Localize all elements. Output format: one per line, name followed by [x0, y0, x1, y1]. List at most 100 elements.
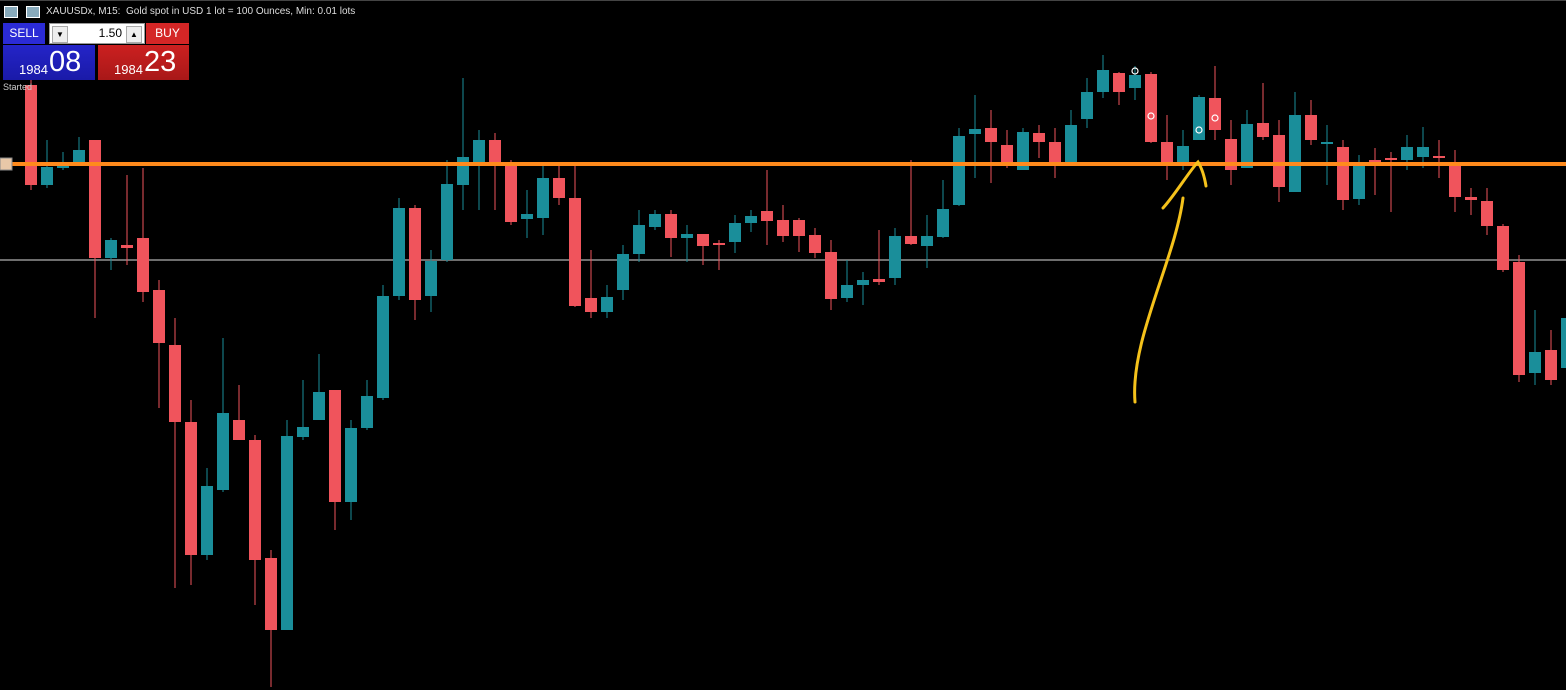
ask-price[interactable]: 1984 23: [98, 45, 189, 80]
candle-body: [1481, 201, 1493, 226]
candle-body: [425, 261, 437, 296]
candle-body: [41, 167, 53, 185]
chart-icon[interactable]: [26, 6, 40, 18]
candle-body: [329, 390, 341, 502]
candle-body: [361, 396, 373, 428]
candle-body: [665, 214, 677, 238]
candle-body: [313, 392, 325, 420]
candle-body: [377, 296, 389, 398]
drawn-arrow: [1133, 159, 1208, 404]
candle-body: [809, 235, 821, 253]
candle-body: [745, 216, 757, 223]
menu-icon[interactable]: [4, 6, 18, 18]
candle-body: [1353, 163, 1365, 199]
candle-body: [841, 285, 853, 298]
volume-up[interactable]: ▲: [126, 26, 142, 43]
candle-body: [825, 252, 837, 299]
candle-body: [249, 440, 261, 560]
candle-body: [1129, 75, 1141, 88]
candle-body: [393, 208, 405, 296]
candle-body: [729, 223, 741, 242]
candle-body: [473, 140, 485, 165]
candle-body: [905, 236, 917, 244]
candle-body: [89, 140, 101, 258]
candle-body: [1433, 156, 1445, 158]
candle-body: [1033, 133, 1045, 142]
candle-body: [105, 240, 117, 258]
candle-body: [153, 290, 165, 343]
candle-body: [1113, 73, 1125, 92]
candle-body: [1401, 147, 1413, 160]
candle-body: [681, 234, 693, 238]
trade-marker: [1147, 112, 1155, 120]
candle-body: [1049, 142, 1061, 163]
candle-body: [873, 279, 885, 282]
trade-marker: [1131, 67, 1139, 75]
candle-body: [265, 558, 277, 630]
candle-body: [441, 184, 453, 260]
ask-big: 1984: [114, 62, 143, 77]
candle-body: [1369, 160, 1381, 163]
candle-body: [1241, 124, 1253, 168]
candle-body: [1305, 115, 1317, 140]
candle-body: [1273, 135, 1285, 187]
candle-body: [889, 236, 901, 278]
candle-body: [697, 234, 709, 246]
candle-body: [633, 225, 645, 254]
bid-big: 1984: [19, 62, 48, 77]
candle-body: [553, 178, 565, 198]
volume-down[interactable]: ▼: [52, 26, 68, 43]
candle-body: [1513, 262, 1525, 375]
candle-body: [201, 486, 213, 555]
trade-marker: [1195, 126, 1203, 134]
candle-body: [1289, 115, 1301, 192]
buy-button[interactable]: BUY: [146, 23, 189, 44]
candle-body: [73, 150, 85, 162]
candle-body: [1465, 197, 1477, 200]
candle-body: [1337, 147, 1349, 200]
volume-value: 1.50: [98, 26, 122, 40]
candle-body: [1081, 92, 1093, 119]
candle-body: [537, 178, 549, 218]
candle-body: [569, 198, 581, 306]
candle-body: [1001, 145, 1013, 165]
candle-body: [457, 157, 469, 185]
bid-price[interactable]: 1984 08: [3, 45, 95, 80]
candle-body: [585, 298, 597, 312]
candle-body: [233, 420, 245, 440]
candle-body: [937, 209, 949, 237]
candle-body: [1417, 147, 1429, 157]
candle-body: [281, 436, 293, 630]
candle-body: [1529, 352, 1541, 373]
candle-body: [185, 422, 197, 555]
candle-body: [1177, 146, 1189, 165]
volume-input[interactable]: ▼ 1.50 ▲: [49, 23, 145, 44]
candle-body: [121, 245, 133, 248]
candle-body: [505, 163, 517, 222]
candle-body: [793, 220, 805, 236]
candle-body: [1497, 226, 1509, 270]
candle-body: [1145, 74, 1157, 142]
candle-body: [601, 297, 613, 312]
candle-body: [921, 236, 933, 246]
sell-button[interactable]: SELL: [3, 23, 45, 44]
candle-body: [857, 280, 869, 285]
status-text: Started: [3, 82, 33, 92]
level-handle[interactable]: [0, 157, 13, 171]
candle-body: [953, 136, 965, 205]
bid-small: 08: [49, 46, 82, 78]
candle-body: [217, 413, 229, 490]
candle-body: [1449, 163, 1461, 197]
candle-body: [297, 427, 309, 437]
candle-body: [345, 428, 357, 502]
candle-body: [1097, 70, 1109, 92]
candle-body: [617, 254, 629, 290]
candle-body: [1161, 142, 1173, 165]
ask-small: 23: [144, 46, 177, 78]
candle-body: [761, 211, 773, 221]
candle-body: [1209, 98, 1221, 130]
candle-body: [777, 220, 789, 236]
candle-body: [985, 128, 997, 142]
